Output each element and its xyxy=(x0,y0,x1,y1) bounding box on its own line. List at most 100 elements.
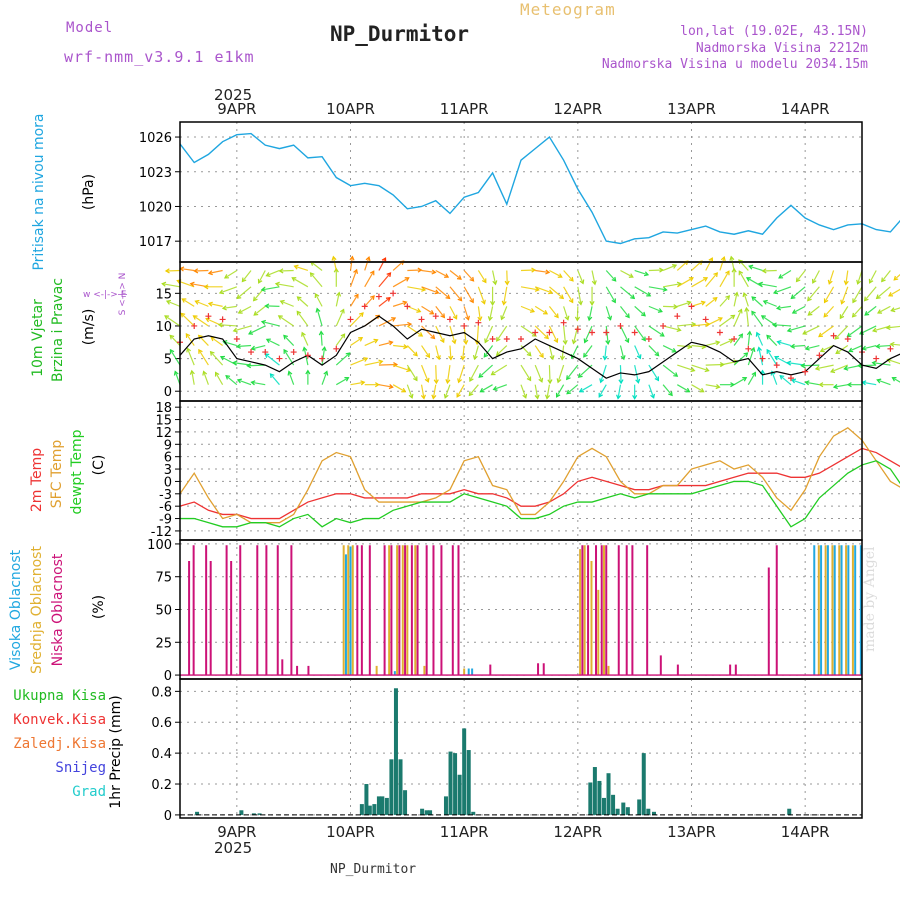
wind-gust-marker xyxy=(375,293,382,300)
wind-arrow xyxy=(634,325,646,341)
wind-arrow-head xyxy=(708,257,714,263)
wind-arrow xyxy=(864,286,877,301)
wind-arrow xyxy=(676,384,690,393)
wind-arrow-head xyxy=(577,373,583,378)
wind-arrow xyxy=(893,273,900,281)
compass-ns: S <-|-> N xyxy=(118,273,128,316)
wind-arrow xyxy=(224,269,238,279)
wind-arrow-head xyxy=(877,309,883,314)
wind-arrow-head xyxy=(790,294,796,300)
wind-arrow-head xyxy=(522,393,528,399)
footer-station: NP_Durmitor xyxy=(330,862,417,877)
wind-gust-marker xyxy=(205,313,212,320)
wind-arrow xyxy=(378,363,397,366)
wind-arrow xyxy=(876,344,891,348)
y-tick-label: 18 xyxy=(155,401,172,416)
wind-arrow xyxy=(449,270,462,280)
wind-arrow-head xyxy=(403,344,409,350)
wind-arrow xyxy=(316,308,323,327)
wind-arrow xyxy=(691,364,709,372)
wind-arrow-head xyxy=(248,330,254,335)
wind-arrow xyxy=(820,344,834,352)
wind-arrow xyxy=(802,325,820,335)
wind-arrow xyxy=(534,364,543,383)
wind-arrow-head xyxy=(770,370,776,376)
wind-gust-marker xyxy=(233,336,240,343)
wind-arrow xyxy=(406,325,423,337)
wind-arrow-head xyxy=(685,387,691,393)
y-tick-label: 0.4 xyxy=(151,747,172,762)
wind-arrow xyxy=(833,384,848,388)
wind-arrow xyxy=(858,364,877,367)
wind-arrow xyxy=(617,384,622,399)
wind-arrow-head xyxy=(349,255,355,261)
precip-bar xyxy=(462,728,467,815)
wind-arrow-head xyxy=(169,348,175,354)
precip-bar xyxy=(448,751,453,815)
y-tick-label: 3 xyxy=(164,463,172,478)
wind-gust-marker xyxy=(731,336,738,343)
wind-arrow-head xyxy=(487,316,493,322)
wind-arrow xyxy=(321,347,326,366)
wind-arrow xyxy=(335,352,351,366)
wind-arrow-head xyxy=(421,286,427,292)
y-tick-label: 75 xyxy=(155,571,172,586)
wind-speed-line xyxy=(179,315,900,379)
wind-arrow xyxy=(378,297,391,307)
wind-arrow-head xyxy=(730,382,736,388)
wind-arrow-head xyxy=(830,368,836,374)
wind-arrow-head xyxy=(192,315,198,320)
wind-arrow-head xyxy=(578,387,584,393)
compass-we: w <-|-> E xyxy=(83,290,127,300)
wind-arrow xyxy=(210,336,223,347)
wind-arrow xyxy=(563,270,574,282)
precip-bar xyxy=(389,759,394,815)
wind-arrow xyxy=(561,345,565,360)
wind-arrow xyxy=(605,306,612,320)
wind-arrow-head xyxy=(363,357,369,362)
wind-arrow xyxy=(546,384,551,399)
wind-arrow-head xyxy=(864,311,870,316)
wind-gust-marker xyxy=(361,303,368,310)
wind-arrow-head xyxy=(296,296,302,302)
wind-arrow-head xyxy=(309,272,315,278)
wind-arrow xyxy=(335,309,345,327)
temp-line-0 xyxy=(179,447,900,520)
wind-arrow-head xyxy=(265,338,271,344)
wind-arrow-head xyxy=(720,256,726,262)
temp-unit: (C) xyxy=(91,455,107,476)
wind-arrow xyxy=(392,384,406,393)
y-tick-label: 25 xyxy=(155,636,172,651)
wind-ylabel-1: 10m Vjetar xyxy=(30,299,46,377)
wind-arrow xyxy=(435,306,445,318)
y-tick-label: 9 xyxy=(164,438,172,453)
wind-arrow xyxy=(261,286,280,291)
wind-arrow xyxy=(483,345,494,358)
wind-arrow-head xyxy=(544,334,549,340)
wind-arrow-head xyxy=(164,315,170,320)
wind-arrow xyxy=(420,364,429,383)
wind-arrow-head xyxy=(762,299,768,305)
wind-arrow xyxy=(738,270,749,288)
wind-arrow-head xyxy=(852,298,857,304)
wind-arrow-head xyxy=(490,370,496,376)
wind-arrow-head xyxy=(715,340,721,346)
wind-arrow-head xyxy=(671,347,677,353)
top-day-label: 10APR xyxy=(326,100,375,118)
wind-arrow-head xyxy=(425,353,431,359)
wind-gust-marker xyxy=(773,362,780,369)
wind-arrow-head xyxy=(388,340,394,346)
wind-arrow xyxy=(349,269,358,288)
wind-arrow xyxy=(566,364,579,380)
wind-arrow-head xyxy=(539,353,544,359)
wind-gust-marker xyxy=(631,329,638,336)
precip-bar xyxy=(424,810,429,815)
wind-arrow xyxy=(520,364,532,381)
wind-arrow-head xyxy=(733,291,739,297)
wind-arrow xyxy=(548,325,558,343)
wind-arrow xyxy=(520,325,537,337)
wind-arrow xyxy=(743,292,749,307)
wind-arrow xyxy=(801,364,820,367)
wind-gust-marker xyxy=(432,313,439,320)
wind-arrow xyxy=(535,269,550,274)
